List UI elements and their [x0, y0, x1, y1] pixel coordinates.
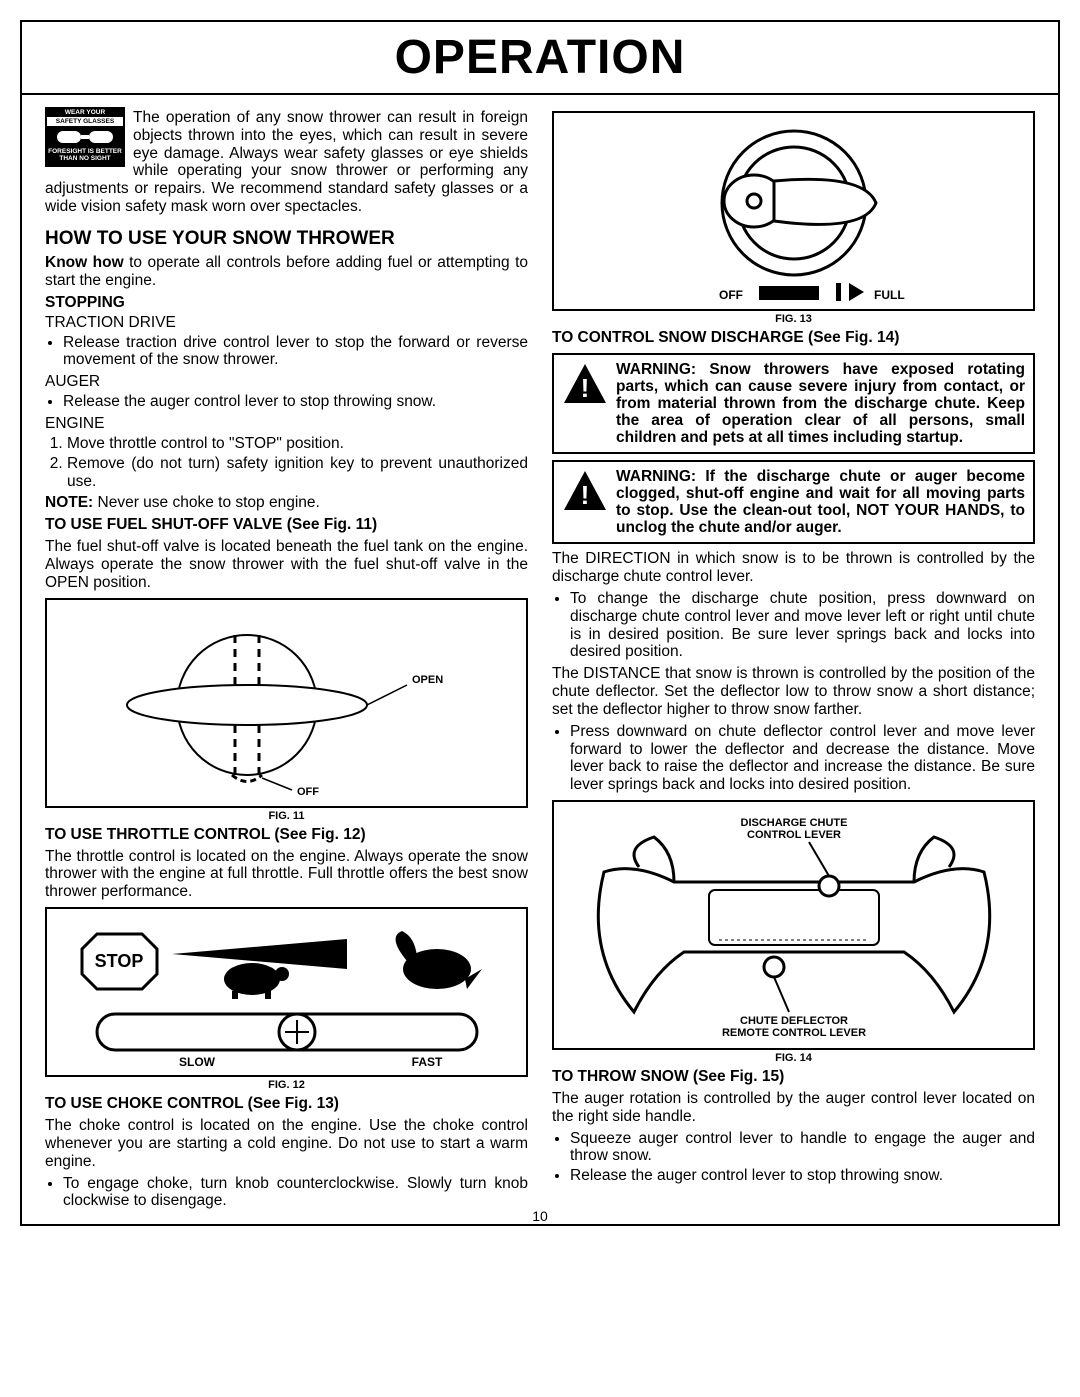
throttle-paragraph: The throttle control is located on the e… — [45, 848, 528, 901]
engine-note: NOTE: Never use choke to stop engine. — [45, 494, 528, 512]
engine-step-2: Remove (do not turn) safety ignition key… — [67, 455, 528, 491]
svg-text:!: ! — [581, 373, 590, 403]
direction-paragraph: The DIRECTION in which snow is to be thr… — [552, 550, 1035, 586]
throw-paragraph: The auger rotation is controlled by the … — [552, 1090, 1035, 1126]
fig11-open-label: OPEN — [412, 674, 443, 686]
svg-text:STOP: STOP — [94, 951, 143, 971]
fig11-off-label: OFF — [297, 786, 319, 798]
traction-bullet: Release traction drive control lever to … — [63, 334, 528, 370]
svg-text:REMOTE CONTROL LEVER: REMOTE CONTROL LEVER — [721, 1027, 865, 1039]
engine-step-1: Move throttle control to "STOP" position… — [67, 435, 528, 453]
auger-heading: AUGER — [45, 373, 528, 391]
svg-text:!: ! — [581, 480, 590, 510]
traction-drive-heading: TRACTION DRIVE — [45, 314, 528, 332]
fuel-valve-heading: TO USE FUEL SHUT-OFF VALVE (See Fig. 11) — [45, 516, 528, 534]
right-column: OFF FULL FIG. 13 TO CONTROL SNOW DISCHAR… — [540, 105, 1043, 1214]
choke-bullet: To engage choke, turn knob counterclockw… — [63, 1175, 528, 1211]
know-how-paragraph: Know how to operate all controls before … — [45, 254, 528, 290]
figure-11: OPEN OFF — [45, 598, 528, 808]
svg-text:CHUTE DEFLECTOR: CHUTE DEFLECTOR — [740, 1015, 848, 1027]
direction-bullet: To change the discharge chute position, … — [570, 590, 1035, 661]
page-number: 10 — [20, 1208, 1060, 1224]
goggles-icon — [55, 128, 115, 146]
left-column: WEAR YOUR SAFETY GLASSES FORESIGHT IS BE… — [37, 105, 540, 1214]
fig12-caption: FIG. 12 — [45, 1079, 528, 1091]
auger-bullet: Release the auger control lever to stop … — [63, 393, 528, 411]
distance-paragraph: The DISTANCE that snow is thrown is cont… — [552, 665, 1035, 718]
figure-14: DISCHARGE CHUTE CONTROL LEVER CHUTE DEFL… — [552, 800, 1035, 1050]
discharge-heading: TO CONTROL SNOW DISCHARGE (See Fig. 14) — [552, 329, 1035, 347]
svg-text:OFF: OFF — [719, 288, 743, 302]
how-to-use-heading: HOW TO USE YOUR SNOW THROWER — [45, 228, 528, 250]
svg-text:FAST: FAST — [411, 1055, 442, 1069]
throttle-heading: TO USE THROTTLE CONTROL (See Fig. 12) — [45, 826, 528, 844]
throw-bullet-2: Release the auger control lever to stop … — [570, 1167, 1035, 1185]
fuel-valve-paragraph: The fuel shut-off valve is located benea… — [45, 538, 528, 591]
engine-heading: ENGINE — [45, 415, 528, 433]
warning-2: ! WARNING: If the discharge chute or aug… — [552, 460, 1035, 544]
warning-icon: ! — [562, 361, 616, 446]
warning-1: ! WARNING: Snow throwers have exposed ro… — [552, 353, 1035, 454]
fig13-caption: FIG. 13 — [552, 313, 1035, 325]
choke-paragraph: The choke control is located on the engi… — [45, 1117, 528, 1170]
page-title: OPERATION — [395, 31, 686, 84]
warning-icon: ! — [562, 468, 616, 536]
safety-glasses-badge: WEAR YOUR SAFETY GLASSES FORESIGHT IS BE… — [45, 107, 125, 167]
svg-text:DISCHARGE CHUTE: DISCHARGE CHUTE — [740, 817, 847, 829]
throw-bullet-1: Squeeze auger control lever to handle to… — [570, 1130, 1035, 1166]
throw-heading: TO THROW SNOW (See Fig. 15) — [552, 1068, 1035, 1086]
fig14-caption: FIG. 14 — [552, 1052, 1035, 1064]
choke-heading: TO USE CHOKE CONTROL (See Fig. 13) — [45, 1095, 528, 1113]
fig11-caption: FIG. 11 — [45, 810, 528, 822]
distance-bullet: Press downward on chute deflector contro… — [570, 723, 1035, 794]
svg-text:CONTROL LEVER: CONTROL LEVER — [747, 829, 841, 841]
svg-text:SLOW: SLOW — [179, 1055, 216, 1069]
figure-12: STOP SLOW — [45, 907, 528, 1077]
figure-13: OFF FULL — [552, 111, 1035, 311]
stopping-heading: STOPPING — [45, 294, 528, 312]
svg-text:FULL: FULL — [874, 288, 905, 302]
